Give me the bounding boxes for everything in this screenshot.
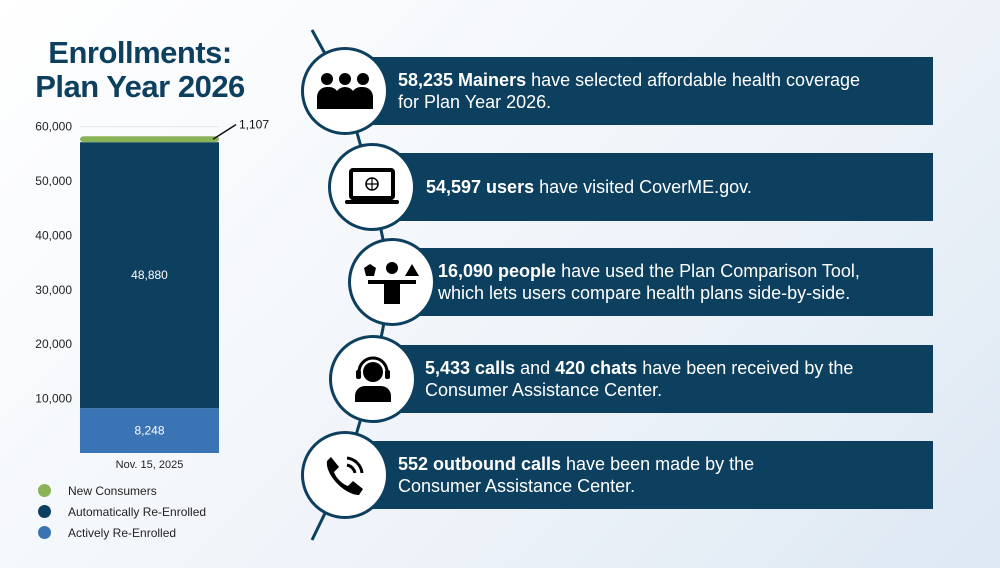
stat-card: 552 outbound calls have been made by the… [345, 441, 933, 509]
y-tick-label: 40,000 [35, 228, 72, 242]
data-label: 48,880 [131, 268, 168, 282]
title-line-1: Enrollments: [48, 35, 232, 70]
stat-text: 5,433 calls and 420 chats have been rece… [425, 358, 854, 400]
x-tick-label: Nov. 15, 2025 [116, 459, 184, 471]
stat-text: 16,090 people have used the Plan Compari… [438, 261, 860, 303]
y-tick-label: 10,000 [35, 392, 72, 406]
y-tick-label: 20,000 [35, 337, 72, 351]
stat-card: 5,433 calls and 420 chats have been rece… [373, 345, 933, 413]
stat-text: 54,597 users have visited CoverME.gov. [426, 177, 752, 197]
people-group-icon [301, 47, 389, 135]
legend-label: Actively Re-Enrolled [68, 525, 177, 540]
label-leader [212, 123, 237, 140]
y-tick-label: 30,000 [35, 283, 72, 297]
stat-text: 552 outbound calls have been made by the… [398, 454, 755, 496]
y-tick-label: 60,000 [35, 120, 72, 134]
bar-segment-actively-re-enrolled [80, 408, 219, 453]
enrollment-chart: 10,000 20,000 30,000 40,000 50,000 60,000 8,24… [35, 118, 269, 471]
page-title: Enrollments: Plan Year 2026 [20, 36, 260, 104]
stat-card: 58,235 Mainers have selected affordable … [345, 57, 933, 125]
stat-card: 16,090 people have used the Plan Compari… [392, 248, 933, 316]
y-tick-label: 50,000 [35, 174, 72, 188]
legend-swatch [38, 484, 51, 497]
stat-card: 54,597 users have visited CoverME.gov. [372, 153, 933, 221]
legend-item: Actively Re-Enrolled [38, 522, 206, 543]
person-comparing-icon [348, 238, 436, 326]
data-label: 1,107 [239, 118, 269, 132]
legend-item: New Consumers [38, 480, 206, 501]
bar-segment-automatically-re-enrolled [80, 142, 219, 409]
bar-segment-new-consumers [80, 136, 219, 143]
chart-legend: New Consumers Automatically Re-Enrolled Ac… [38, 480, 206, 543]
phone-call-icon [301, 431, 389, 519]
data-label: 8,248 [134, 424, 164, 438]
legend-label: New Consumers [68, 483, 157, 498]
title-line-2: Plan Year 2026 [35, 69, 245, 104]
stat-text: 58,235 Mainers have selected affordable … [398, 70, 860, 112]
laptop-globe-icon [328, 143, 416, 231]
legend-swatch [38, 505, 51, 518]
legend-swatch [38, 526, 51, 539]
headset-agent-icon [329, 335, 417, 423]
legend-item: Automatically Re-Enrolled [38, 501, 206, 522]
legend-label: Automatically Re-Enrolled [68, 504, 207, 519]
